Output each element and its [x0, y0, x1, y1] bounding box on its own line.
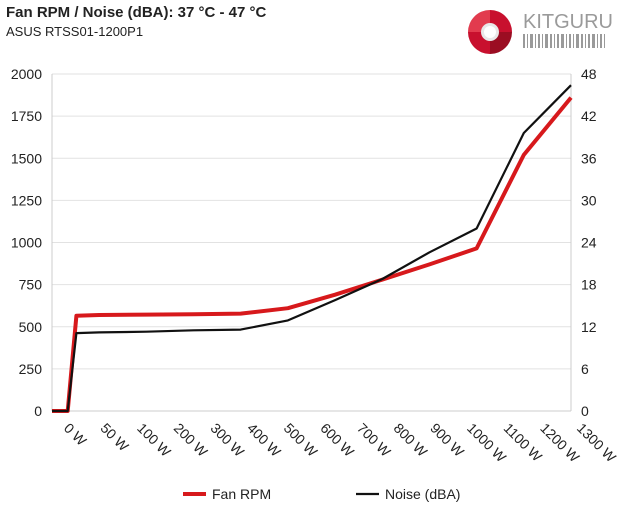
y-left-tick-label: 250: [19, 361, 43, 377]
noise-legend-label: Noise (dBA): [385, 486, 460, 502]
y-right-tick-label: 36: [581, 150, 597, 166]
y-right-tick-label: 12: [581, 319, 597, 335]
x-tick-label: 500 W: [281, 420, 321, 460]
y-right-tick-label: 6: [581, 361, 589, 377]
fan-rpm-series-line: [52, 96, 573, 413]
x-tick-label: 700 W: [354, 420, 394, 460]
y-left-tick-label: 1000: [11, 235, 42, 251]
barcode-decoration: [523, 34, 605, 48]
chart-subtitle: ASUS RTSS01-1200P1: [6, 24, 144, 39]
y-right-tick-label: 0: [581, 403, 589, 419]
y-right-tick-label: 24: [581, 235, 597, 251]
kitguru-swirl-icon: [468, 10, 512, 54]
y-left-tick-label: 500: [19, 319, 43, 335]
kitguru-logo: KITGURU: [468, 10, 613, 54]
y-left-tick-label: 750: [19, 277, 43, 293]
y-left-tick-label: 0: [34, 403, 42, 419]
y-right-tick-label: 30: [581, 192, 597, 208]
x-tick-label: 100 W: [134, 420, 174, 460]
x-tick-label: 800 W: [391, 420, 431, 460]
y-left-tick-label: 1500: [11, 150, 42, 166]
y-right-tick-label: 18: [581, 277, 597, 293]
kitguru-logo-text: KITGURU: [523, 11, 613, 33]
x-tick-label: 600 W: [317, 420, 357, 460]
x-tick-label: 0 W: [61, 420, 90, 449]
x-tick-label: 1300 W: [574, 420, 620, 466]
x-tick-label: 1200 W: [537, 420, 583, 466]
x-tick-label: 50 W: [98, 420, 133, 455]
noise-series-line: [52, 84, 572, 413]
y-right-tick-label: 42: [581, 108, 597, 124]
x-tick-label: 900 W: [427, 420, 467, 460]
y-left-tick-label: 2000: [11, 66, 42, 82]
y-left-tick-label: 1750: [11, 108, 42, 124]
x-tick-label: 300 W: [207, 420, 247, 460]
chart-title: Fan RPM / Noise (dBA): 37 °C - 47 °C: [6, 4, 267, 21]
x-tick-label: 1100 W: [501, 420, 546, 465]
y-right-tick-label: 48: [581, 66, 597, 82]
x-tick-label: 400 W: [244, 420, 284, 460]
x-tick-label: 1000 W: [464, 420, 510, 466]
fan-rpm-legend-label: Fan RPM: [212, 486, 271, 502]
y-left-tick-label: 1250: [11, 192, 42, 208]
x-tick-label: 200 W: [171, 420, 211, 460]
